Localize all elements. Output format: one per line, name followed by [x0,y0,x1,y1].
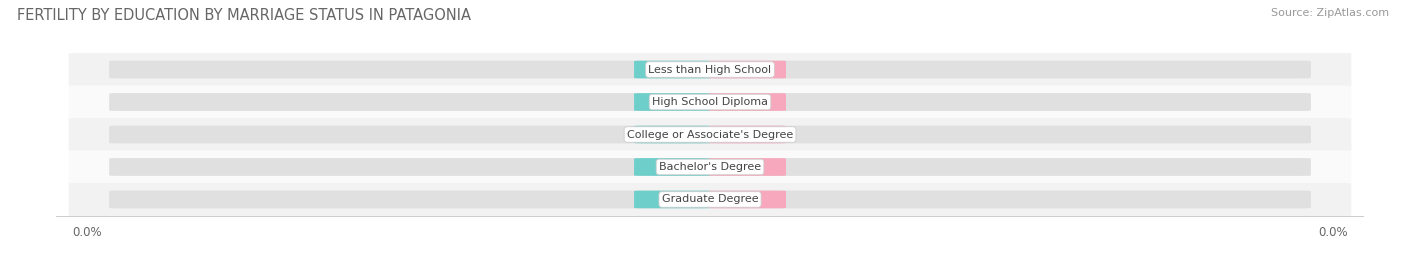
FancyBboxPatch shape [707,158,1310,176]
Text: 0.0%: 0.0% [658,129,688,140]
Text: 0.0%: 0.0% [658,194,688,204]
FancyBboxPatch shape [634,191,711,208]
Text: 0.0%: 0.0% [733,97,762,107]
FancyBboxPatch shape [707,61,1310,79]
FancyBboxPatch shape [110,190,713,208]
FancyBboxPatch shape [634,126,711,143]
FancyBboxPatch shape [69,53,1351,86]
Text: 0.0%: 0.0% [733,194,762,204]
Text: 0.0%: 0.0% [733,129,762,140]
Text: FERTILITY BY EDUCATION BY MARRIAGE STATUS IN PATAGONIA: FERTILITY BY EDUCATION BY MARRIAGE STATU… [17,8,471,23]
FancyBboxPatch shape [709,126,786,143]
Text: 0.0%: 0.0% [658,65,688,75]
Text: Graduate Degree: Graduate Degree [662,194,758,204]
FancyBboxPatch shape [69,86,1351,119]
FancyBboxPatch shape [707,126,1310,143]
FancyBboxPatch shape [709,158,786,176]
FancyBboxPatch shape [110,61,713,79]
FancyBboxPatch shape [69,118,1351,151]
Text: Less than High School: Less than High School [648,65,772,75]
Text: High School Diploma: High School Diploma [652,97,768,107]
Text: Source: ZipAtlas.com: Source: ZipAtlas.com [1271,8,1389,18]
FancyBboxPatch shape [110,158,713,176]
Text: 0.0%: 0.0% [658,162,688,172]
FancyBboxPatch shape [110,93,713,111]
Text: 0.0%: 0.0% [733,162,762,172]
FancyBboxPatch shape [110,126,713,143]
Text: College or Associate's Degree: College or Associate's Degree [627,129,793,140]
Text: 0.0%: 0.0% [658,97,688,107]
FancyBboxPatch shape [709,93,786,111]
FancyBboxPatch shape [634,93,711,111]
Text: 0.0%: 0.0% [733,65,762,75]
FancyBboxPatch shape [707,93,1310,111]
FancyBboxPatch shape [69,183,1351,216]
FancyBboxPatch shape [634,61,711,78]
FancyBboxPatch shape [707,190,1310,208]
FancyBboxPatch shape [634,158,711,176]
FancyBboxPatch shape [709,61,786,78]
FancyBboxPatch shape [69,150,1351,183]
FancyBboxPatch shape [709,191,786,208]
Text: Bachelor's Degree: Bachelor's Degree [659,162,761,172]
